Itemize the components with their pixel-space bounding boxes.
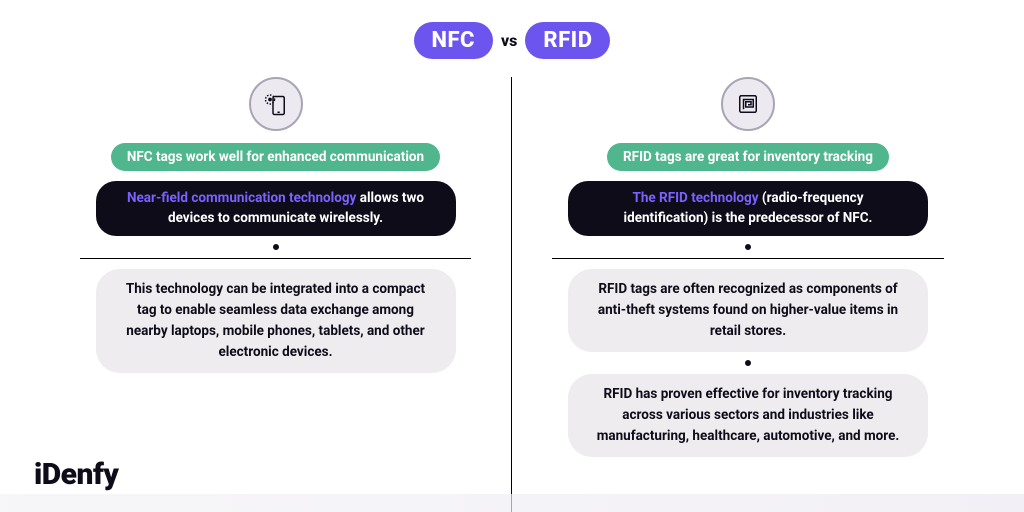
rfid-body-2: RFID has proven effective for inventory … <box>568 374 928 457</box>
nfc-lead-accent: Near-field communication technology <box>127 190 356 206</box>
columns-wrapper: NFC tags work well for enhanced communic… <box>40 77 984 512</box>
nfc-body-1: This technology can be integrated into a… <box>96 269 456 373</box>
rfid-lead: The RFID technology (radio-frequency ide… <box>568 181 928 236</box>
rfid-body-1: RFID tags are often recognized as compon… <box>568 269 928 352</box>
nfc-phone-tap-icon <box>261 89 291 119</box>
nfc-icon-circle <box>249 77 303 131</box>
rfid-icon-circle <box>721 77 775 131</box>
title-vs: vs <box>501 31 517 50</box>
rfid-chip-icon <box>733 89 763 119</box>
nfc-subtitle: NFC tags work well for enhanced communic… <box>111 143 440 171</box>
divider-line <box>552 258 944 259</box>
logo-text: iDenfy <box>34 457 118 492</box>
idenfy-logo: iDenfy <box>34 457 118 492</box>
background-ribbon <box>0 494 1024 512</box>
title-pill-left: NFC <box>414 22 493 59</box>
rfid-lead-accent: The RFID technology <box>632 190 758 206</box>
column-nfc: NFC tags work well for enhanced communic… <box>40 77 512 512</box>
rfid-subtitle: RFID tags are great for inventory tracki… <box>607 143 889 171</box>
bullet <box>273 244 279 250</box>
title-pill-right: RFID <box>525 22 610 59</box>
bullet <box>745 360 751 366</box>
title-row: NFC vs RFID <box>414 22 611 59</box>
infographic-page: NFC vs RFID NFC tags work well for enhan… <box>0 0 1024 512</box>
bullet <box>745 244 751 250</box>
divider-line <box>80 258 471 259</box>
column-rfid: RFID tags are great for inventory tracki… <box>512 77 984 512</box>
nfc-lead: Near-field communication technology allo… <box>96 181 456 236</box>
